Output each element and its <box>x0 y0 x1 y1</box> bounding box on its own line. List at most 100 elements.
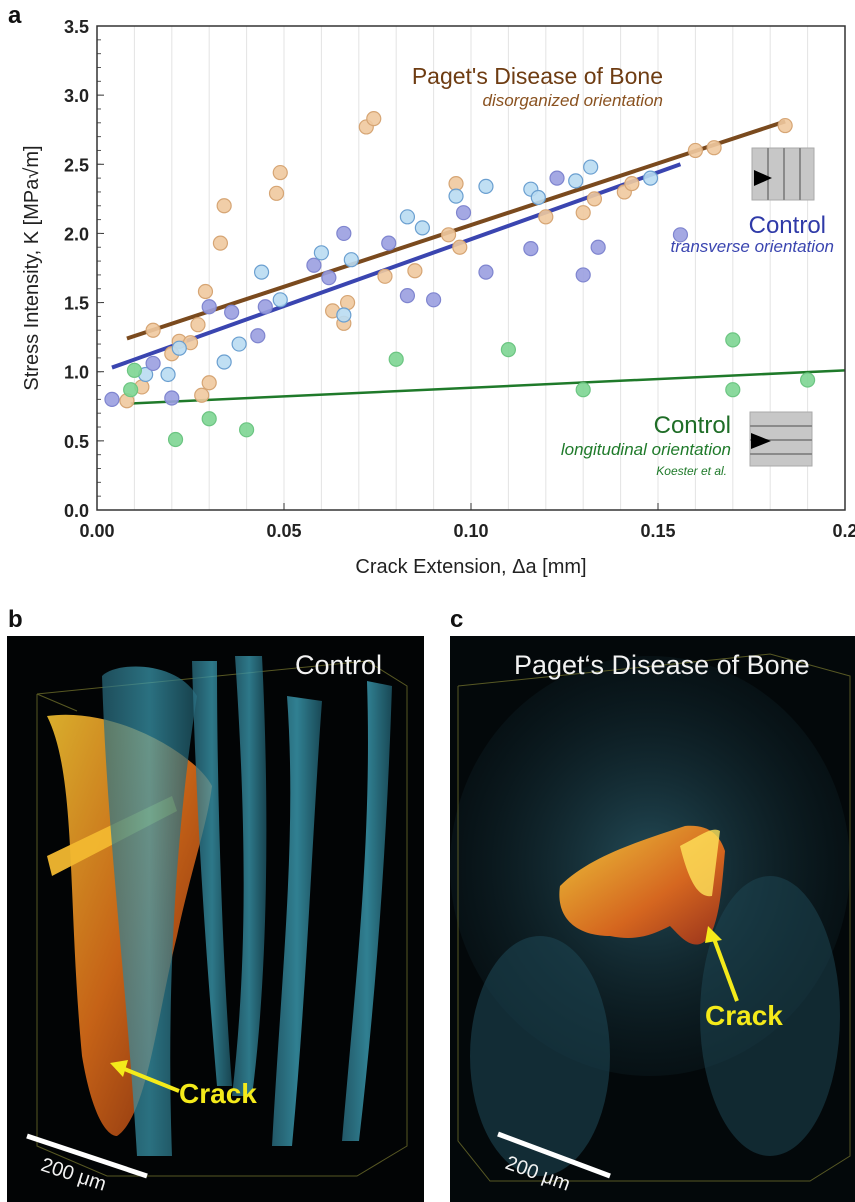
longitudinal-orientation-schematic <box>749 411 813 467</box>
transverse-point <box>568 173 584 189</box>
paget-point <box>194 387 210 403</box>
transverse-point <box>313 245 329 261</box>
control-scale-bar <box>26 1133 148 1179</box>
paget-scale-bar <box>497 1131 611 1179</box>
control-render <box>26 656 408 1179</box>
micro-ct-control-image: Control Crack 200 μm <box>7 636 424 1202</box>
paget-point <box>272 164 288 181</box>
longitudinal-point <box>201 411 217 427</box>
transverse-point <box>478 178 494 195</box>
longitudinal-fit-line <box>130 369 846 405</box>
paget-point <box>216 198 232 214</box>
longitudinal-point <box>500 341 516 358</box>
paget-point <box>197 283 214 300</box>
panel-b-title: Control <box>295 650 383 680</box>
transverse-point <box>257 299 273 315</box>
y-axis-label: Stress Intensity, K [MPa√m] <box>21 145 43 390</box>
transverse-point <box>575 267 591 283</box>
transverse-point <box>224 304 240 320</box>
transverse-point <box>160 366 176 383</box>
transverse-point <box>336 307 352 323</box>
longitudinal-point <box>799 372 816 388</box>
longitudinal-point <box>167 431 184 448</box>
paget-point <box>452 239 468 255</box>
transverse-point <box>321 270 337 286</box>
transverse-point <box>343 252 359 268</box>
longitudinal-subtitle: longitudinal orientation <box>561 440 731 459</box>
paget-crack-arrowhead-icon <box>705 926 722 943</box>
panel-c-crack-label: Crack <box>705 1000 783 1031</box>
panel-letter-a: a <box>8 2 22 29</box>
longitudinal-point <box>239 422 255 438</box>
y-tick-label: 0.5 <box>64 432 89 452</box>
transverse-point <box>253 264 270 280</box>
paget-point <box>190 317 206 333</box>
y-tick-label: 2.0 <box>64 224 89 244</box>
paget-title: Paget's Disease of Bone <box>412 63 663 89</box>
transverse-point <box>455 205 472 221</box>
paget-point <box>586 191 603 207</box>
transverse-point <box>478 264 494 280</box>
panel-b-crack-label: Crack <box>179 1078 257 1109</box>
longitudinal-point <box>123 382 139 398</box>
fit-layer <box>111 119 846 405</box>
longitudinal-crack-arrow-icon <box>751 433 771 449</box>
transverse-point <box>145 355 161 372</box>
transverse-point <box>672 227 689 243</box>
paget-point <box>538 209 554 225</box>
x-tick-label: 0.15 <box>640 521 675 541</box>
longitudinal-point <box>388 351 404 367</box>
y-tick-label: 1.5 <box>64 294 89 314</box>
paget-point <box>212 235 229 251</box>
control-crack-arrowhead-icon <box>110 1060 128 1077</box>
stress-intensity-chart: 0.00 0.05 0.10 0.15 0.2 0.0 0.5 1.0 1.5 2.0 2.5 3.0… <box>21 17 855 578</box>
y-tick-label: 0.0 <box>64 501 89 521</box>
paget-point <box>339 294 356 311</box>
paget-render <box>450 636 855 1202</box>
transverse-point <box>104 391 120 407</box>
transverse-point <box>426 292 442 308</box>
paget-point <box>377 268 393 284</box>
paget-point <box>407 263 423 279</box>
x-tick-label: 0.00 <box>79 521 114 541</box>
longitudinal-point <box>725 332 741 348</box>
transverse-subtitle: transverse orientation <box>671 237 834 256</box>
transverse-point <box>250 328 266 344</box>
transverse-crack-arrow-icon <box>754 170 772 186</box>
transverse-point <box>171 340 187 356</box>
transverse-point <box>399 288 416 304</box>
transverse-point <box>306 257 322 273</box>
x-axis-label: Crack Extension, Δa [mm] <box>355 556 586 578</box>
transverse-orientation-schematic <box>751 147 815 201</box>
transverse-point <box>201 299 217 315</box>
transverse-point <box>583 159 599 175</box>
longitudinal-point <box>725 382 741 398</box>
paget-point <box>440 227 457 243</box>
paget-fit-line <box>126 119 786 341</box>
transverse-fit-line <box>111 162 682 370</box>
paget-point <box>145 322 161 338</box>
panel-c-title: Paget‘s Disease of Bone <box>514 650 810 680</box>
transverse-point <box>590 239 606 255</box>
x-tick-label: 0.05 <box>266 521 301 541</box>
transverse-point <box>164 390 180 406</box>
transverse-point <box>414 220 430 236</box>
y-tick-label: 1.0 <box>64 363 89 383</box>
transverse-point <box>336 225 352 242</box>
y-tick-label: 3.0 <box>64 86 89 106</box>
panel-letter-b: b <box>8 606 23 633</box>
paget-point <box>706 140 722 156</box>
paget-point <box>687 142 704 159</box>
paget-point <box>575 205 591 221</box>
longitudinal-point <box>575 382 591 398</box>
panel-letter-c: c <box>450 606 464 633</box>
transverse-point <box>399 209 416 225</box>
y-tick-label: 3.5 <box>64 17 89 37</box>
point-layer <box>104 111 816 448</box>
paget-point <box>201 375 217 391</box>
longitudinal-point <box>126 362 142 378</box>
control-crack-arrow <box>116 1064 180 1093</box>
paget-point <box>624 176 640 192</box>
x-tick-label: 0.10 <box>453 521 488 541</box>
transverse-point <box>381 235 397 251</box>
